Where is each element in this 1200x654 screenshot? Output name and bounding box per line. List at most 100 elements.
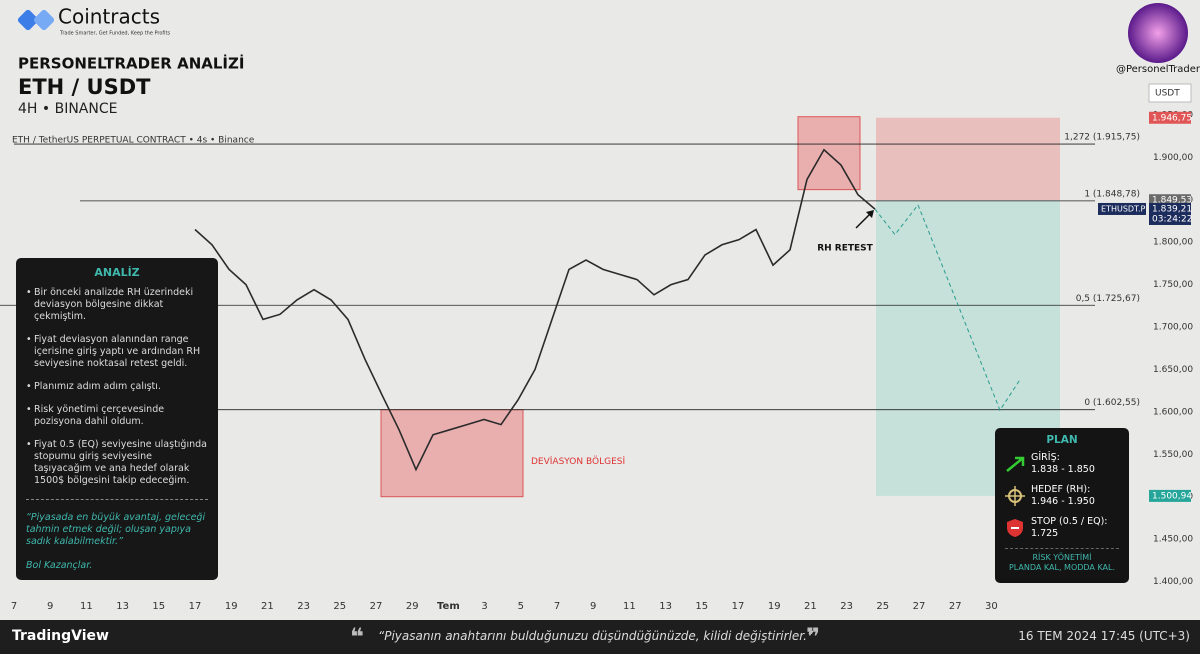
timeframe: 4H • BINANCE — [18, 101, 117, 117]
quote: “Piyasada en büyük avantaj, geleceği tah… — [26, 512, 206, 547]
plan-label: STOP (0.5 / EQ): — [1031, 516, 1108, 527]
plan-item: STOP (0.5 / EQ): 1.725 — [1005, 516, 1119, 540]
brand: Cointracts — [58, 5, 160, 29]
x-tick-label: 29 — [406, 601, 419, 612]
annotation: RH RETEST — [817, 244, 873, 254]
y-tick-label: 1.900,00 — [1153, 153, 1193, 163]
analysis-panel: ANALİZ Bir önceki analizde RH üzerindeki… — [16, 258, 218, 580]
level-label: 0 (1.602,55) — [1084, 398, 1140, 408]
x-tick-label: 5 — [518, 601, 524, 612]
x-tick-label: 23 — [297, 601, 310, 612]
x-tick-label: 7 — [11, 601, 17, 612]
plan-item: HEDEF (RH): 1.946 - 1.950 — [1005, 484, 1119, 508]
plan-title: PLAN — [1046, 434, 1078, 446]
y-tick-label: 1.700,00 — [1153, 323, 1193, 333]
icon — [1006, 456, 1025, 472]
plan-label: HEDEF (RH): — [1031, 484, 1091, 495]
pair: ETH / USDT — [18, 75, 151, 99]
bullet: Planımız adım adım çalıştı. — [26, 381, 208, 393]
logo — [17, 9, 55, 31]
bullet: Risk yönetimi çerçevesinde pozisyona dah… — [26, 404, 208, 428]
icon — [1005, 486, 1025, 506]
x-tick-label: 11 — [80, 601, 93, 612]
separator — [26, 499, 208, 500]
x-tick-label: 11 — [623, 601, 636, 612]
x-tick-label: 17 — [189, 601, 202, 612]
x-tick-label: 7 — [554, 601, 560, 612]
footer-date: 16 TEM 2024 17:45 (UTC+3) — [1018, 629, 1190, 643]
title: PERSONELTRADER ANALİZİ — [18, 54, 244, 73]
x-tick-label: 21 — [804, 601, 817, 612]
x-tick-label: 9 — [590, 601, 596, 612]
y-tick-label: 1.450,00 — [1153, 535, 1193, 545]
price-tag — [1149, 111, 1191, 124]
level-label: 1,272 (1.915,75) — [1064, 133, 1140, 143]
price-tag — [1149, 489, 1191, 502]
zone-label: DEVİASYON BÖLGESİ — [531, 456, 625, 467]
signoff: Bol Kazançlar. — [26, 560, 93, 571]
x-tick-label: 3 — [481, 601, 487, 612]
price-tag — [1149, 202, 1191, 225]
footer-line: PLANDA KAL, MODDA KAL. — [1008, 563, 1116, 572]
handle: @PersonelTrader — [1116, 64, 1200, 75]
y-tick-label: 1.400,00 — [1153, 577, 1193, 587]
y-tick-label: 1.550,00 — [1153, 450, 1193, 460]
quote-icon: ❞ — [806, 623, 821, 651]
x-tick-label: 15 — [152, 601, 165, 612]
price-tag-label: 1.946,75 — [1152, 113, 1192, 123]
x-tick-label: 25 — [333, 601, 346, 612]
x-tick-label: 21 — [261, 601, 274, 612]
x-tick-label: 27 — [913, 601, 926, 612]
x-tick-label: 30 — [985, 601, 998, 612]
footer-quote: “Piyasanın anahtarını bulduğunuzu düşünd… — [378, 629, 814, 643]
footer-brand: TradingView — [12, 628, 109, 644]
x-tick-label: 23 — [840, 601, 853, 612]
x-tick-label: 13 — [116, 601, 129, 612]
symbol-tag-label: ETHUSDT.P — [1101, 204, 1146, 213]
price-line — [194, 148, 876, 472]
x-tick-label: 27 — [949, 601, 962, 612]
plan-item: GİRİŞ: 1.838 - 1.850 — [1005, 452, 1119, 476]
arrow-head — [866, 210, 874, 218]
tagline: Trade Smarter, Get Funded, Keep the Prof… — [59, 31, 171, 37]
level-label: 1 (1.848,78) — [1084, 189, 1140, 199]
zone — [876, 117, 1060, 201]
bullet: Fiyat deviasyon alanından range içerisin… — [26, 334, 208, 370]
x-tick-label: 27 — [370, 601, 383, 612]
price-tag-label: 1.500,94 — [1152, 491, 1192, 501]
x-tick-label: Tem — [437, 601, 460, 612]
y-tick-label: 1.800,00 — [1153, 238, 1193, 248]
x-tick-label: 9 — [47, 601, 53, 612]
x-tick-label: 19 — [225, 601, 238, 612]
footer-bar: TradingView ❝ “Piyasanın anahtarını buld… — [0, 620, 1200, 654]
plan-value: 1.725 — [1031, 528, 1059, 539]
currency: USDT — [1155, 89, 1180, 99]
x-tick-label: 15 — [695, 601, 708, 612]
level-label: 0,5 (1.725,67) — [1076, 294, 1140, 304]
analysis-list: Bir önceki analizde RH üzerindeki devias… — [26, 287, 208, 487]
analysis-title: ANALİZ — [94, 266, 140, 279]
x-tick-label: 17 — [732, 601, 745, 612]
price-tag-timer: 03:24:22 — [1152, 214, 1192, 224]
avatar — [1128, 3, 1188, 63]
x-tick-label: 19 — [768, 601, 781, 612]
chart-subtitle: ETH / TetherUS PERPETUAL CONTRACT • 4s •… — [12, 136, 255, 146]
bullet: Fiyat 0.5 (EQ) seviyesine ulaştığında st… — [26, 439, 208, 487]
plan-panel: PLAN GİRİŞ: 1.838 - 1.850 HEDEF (RH): 1.94… — [995, 428, 1129, 583]
plan-footer: RİSK YÖNETİMİ PLANDA KAL, MODDA KAL. — [1005, 548, 1119, 573]
plan-label: GİRİŞ: — [1031, 452, 1060, 463]
currency-box — [1148, 83, 1192, 103]
footer-line: RİSK YÖNETİMİ — [1032, 553, 1092, 562]
plan-value: 1.838 - 1.850 — [1031, 464, 1095, 475]
quote-icon: ❝ — [350, 623, 365, 651]
plan-value: 1.946 - 1.950 — [1031, 496, 1095, 507]
bullet: Bir önceki analizde RH üzerindeki devias… — [26, 287, 208, 323]
price-tag-label: 1.849,53 — [1152, 196, 1192, 206]
x-tick-label: 25 — [876, 601, 889, 612]
symbol-tag — [1098, 202, 1146, 215]
y-tick-label: 1.750,00 — [1153, 280, 1193, 290]
y-tick-label: 1.650,00 — [1153, 365, 1193, 375]
icon — [1007, 519, 1023, 537]
price-tag-label: 1.839,21 — [1152, 204, 1192, 214]
